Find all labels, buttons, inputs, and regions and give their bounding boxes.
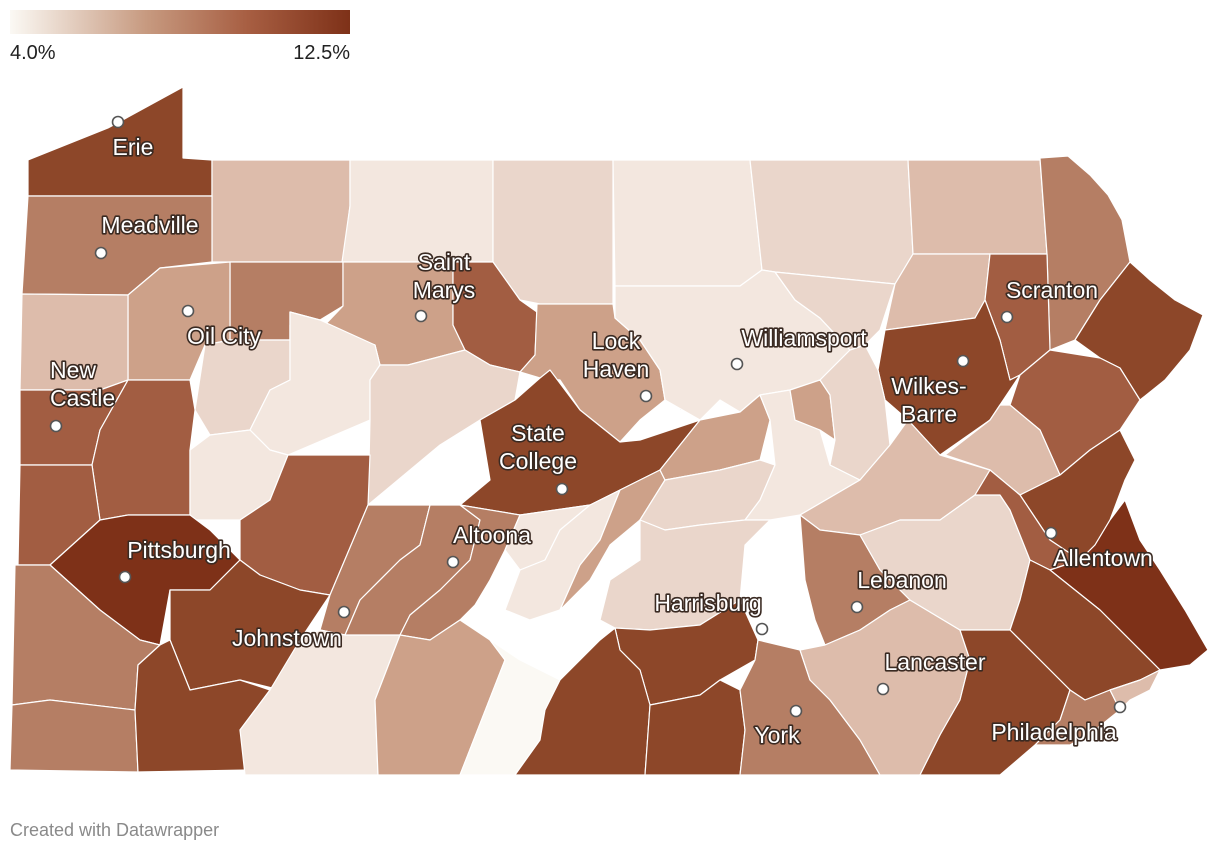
legend-min-label: 4.0% — [10, 42, 56, 64]
city-scranton: Scranton — [1000, 275, 1100, 324]
city-marker[interactable] — [111, 115, 125, 129]
city-marker[interactable] — [956, 354, 970, 368]
city-lock-haven: Lock Haven — [581, 326, 653, 403]
county-warren[interactable] — [211, 159, 351, 263]
city-meadville: Meadville — [94, 210, 200, 260]
city-erie: Erie — [111, 115, 155, 162]
county-union[interactable] — [659, 394, 771, 481]
city-label: Oil City — [187, 323, 262, 349]
city-altoona: Altoona — [446, 520, 533, 569]
county-chester[interactable] — [919, 629, 1071, 776]
city-label: Lebanon — [857, 567, 947, 593]
county-mckean[interactable] — [341, 159, 494, 263]
city-oil-city: Oil City — [181, 304, 263, 351]
counties-layer — [9, 86, 1209, 776]
legend-max-label: 12.5% — [293, 42, 350, 64]
city-label: Johnstown — [232, 625, 342, 651]
county-delaware[interactable] — [1034, 689, 1121, 746]
city-label: Allentown — [1053, 545, 1153, 571]
city-label: Wilkes-Barre — [891, 373, 966, 427]
city-marker[interactable] — [118, 570, 132, 584]
city-label: Philadelphia — [991, 719, 1117, 745]
color-legend: 4.0% 12.5% — [10, 10, 350, 64]
county-franklin[interactable] — [514, 627, 651, 776]
legend-gradient-bar — [10, 10, 350, 34]
city-marker[interactable] — [876, 682, 890, 696]
city-lancaster: Lancaster — [876, 647, 987, 696]
pennsylvania-county-map: Erie Meadville Oil City New Castle Pittsburgh… — [9, 86, 1209, 776]
city-lebanon: Lebanon — [850, 565, 948, 614]
cities-layer: Erie Meadville Oil City New Castle Pittsburgh… — [48, 115, 1154, 750]
city-marker[interactable] — [1000, 310, 1014, 324]
city-marker[interactable] — [1044, 526, 1058, 540]
county-tioga[interactable] — [612, 159, 763, 287]
city-marker[interactable] — [850, 600, 864, 614]
city-saint-marys: Saint Marys — [411, 247, 477, 323]
county-potter[interactable] — [492, 159, 614, 305]
city-marker[interactable] — [789, 704, 803, 718]
city-pittsburgh: Pittsburgh — [118, 535, 232, 584]
city-label: Scranton — [1006, 277, 1098, 303]
county-susquehanna[interactable] — [907, 159, 1048, 255]
city-marker[interactable] — [414, 309, 428, 323]
city-johnstown: Johnstown — [230, 605, 351, 653]
city-label: New Castle — [50, 357, 115, 411]
city-label: Harrisburg — [654, 590, 761, 616]
city-label: York — [754, 722, 800, 748]
city-label: Meadville — [101, 212, 198, 238]
credit-line: Created with Datawrapper — [10, 820, 220, 840]
city-label: Erie — [113, 134, 154, 160]
city-marker[interactable] — [49, 419, 63, 433]
city-new-castle: New Castle — [48, 355, 117, 433]
city-marker[interactable] — [1113, 700, 1127, 714]
city-label: Lancaster — [884, 649, 985, 675]
city-label: Lock Haven — [583, 328, 649, 382]
city-york: York — [753, 704, 803, 750]
county-greene[interactable] — [9, 699, 139, 773]
county-bradford[interactable] — [749, 159, 914, 285]
city-label: Williamsport — [741, 325, 867, 351]
city-label: State College — [499, 420, 577, 474]
city-harrisburg: Harrisburg — [653, 588, 769, 636]
city-label: Pittsburgh — [127, 537, 231, 563]
city-label: Altoona — [453, 522, 531, 548]
city-marker[interactable] — [639, 389, 653, 403]
city-state-college: State College — [497, 418, 579, 496]
city-marker[interactable] — [94, 246, 108, 260]
city-marker[interactable] — [337, 605, 351, 619]
city-philadelphia: Philadelphia — [990, 700, 1127, 747]
city-label: Saint Marys — [413, 249, 476, 303]
city-marker[interactable] — [446, 555, 460, 569]
city-marker[interactable] — [181, 304, 195, 318]
city-marker[interactable] — [730, 357, 744, 371]
city-marker[interactable] — [555, 482, 569, 496]
city-wilkes-barre: Wilkes-Barre — [890, 354, 970, 429]
city-marker[interactable] — [755, 622, 769, 636]
city-williamsport: Williamsport — [730, 323, 869, 371]
county-jefferson[interactable] — [249, 311, 381, 456]
county-pike[interactable] — [1074, 261, 1204, 401]
city-allentown: Allentown — [1044, 526, 1154, 573]
